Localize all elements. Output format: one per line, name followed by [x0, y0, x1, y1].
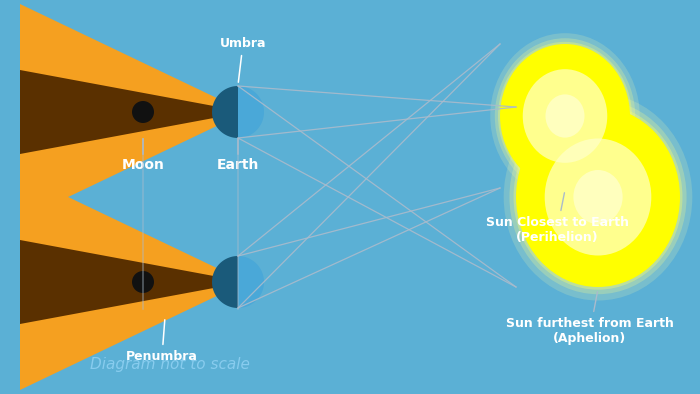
Ellipse shape	[545, 139, 651, 255]
Polygon shape	[238, 256, 264, 308]
Polygon shape	[20, 282, 246, 390]
Text: Diagram not to scale: Diagram not to scale	[90, 357, 250, 372]
Text: Sun furthest from Earth
(Aphelion): Sun furthest from Earth (Aphelion)	[506, 292, 674, 345]
Text: Sun Closest to Earth
(Perihelion): Sun Closest to Earth (Perihelion)	[486, 193, 629, 244]
Ellipse shape	[545, 95, 584, 138]
Polygon shape	[20, 70, 246, 154]
Circle shape	[132, 101, 154, 123]
Polygon shape	[20, 4, 246, 112]
Text: Moon: Moon	[122, 158, 164, 172]
Ellipse shape	[500, 44, 630, 188]
Polygon shape	[20, 174, 246, 282]
Polygon shape	[212, 86, 238, 138]
Circle shape	[132, 271, 154, 293]
Ellipse shape	[516, 107, 680, 287]
Ellipse shape	[514, 104, 682, 290]
Text: Earth: Earth	[217, 158, 259, 172]
Polygon shape	[20, 240, 246, 324]
Ellipse shape	[573, 170, 622, 224]
Ellipse shape	[490, 33, 640, 199]
Ellipse shape	[495, 38, 635, 194]
Text: Penumbra: Penumbra	[126, 320, 198, 363]
Ellipse shape	[498, 42, 632, 190]
Polygon shape	[20, 112, 246, 220]
Ellipse shape	[510, 100, 687, 294]
Polygon shape	[212, 256, 238, 308]
Ellipse shape	[523, 69, 608, 163]
Polygon shape	[238, 86, 264, 138]
Text: Umbra: Umbra	[220, 37, 266, 82]
Ellipse shape	[504, 93, 692, 301]
